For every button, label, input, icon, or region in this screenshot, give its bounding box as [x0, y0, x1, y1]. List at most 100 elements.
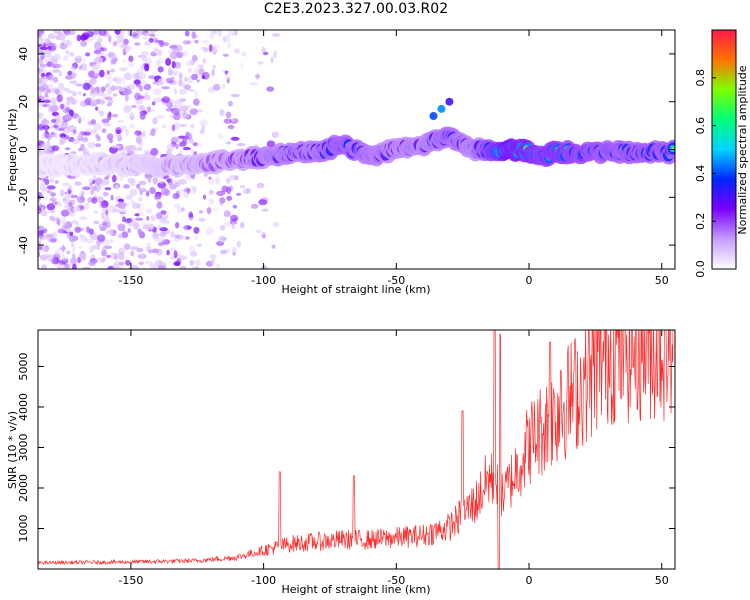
heatmap-noise-blob [115, 78, 122, 85]
heatmap-noise-blob [266, 86, 275, 92]
heatmap-noise-blob [93, 122, 102, 131]
heatmap-noise-blob [271, 244, 276, 249]
colorbar: 0.0 0.2 0.4 0.6 0.8 Normalized spectral ampl… [694, 29, 749, 278]
heatmap-noise-blob [122, 48, 130, 53]
heatmap-noise-blob [64, 263, 71, 269]
colorbar-ticks: 0.0 0.2 0.4 0.6 0.8 [694, 69, 716, 278]
heatmap-noise-blob [53, 30, 62, 35]
heatmap-noise-blob [73, 129, 77, 134]
heatmap-noise-blob [43, 125, 49, 132]
x-tick-label: 0 [526, 274, 533, 287]
heatmap-noise-blob [190, 123, 195, 129]
heatmap-noise-blob [148, 30, 158, 33]
x-tick-label: -100 [251, 574, 276, 587]
snr-axes: -150 -100 -50 0 50 1000 2000 3000 4000 5000 [17, 330, 675, 587]
heatmap-noise-blob [38, 52, 43, 61]
heatmap-noise-blob [95, 133, 99, 139]
heatmap-noise-blob [90, 86, 96, 94]
heatmap-noise-blob [136, 183, 141, 189]
heatmap-noise-blob [129, 112, 135, 120]
heatmap-noise-blob [40, 66, 44, 72]
heatmap-noise-blob [173, 203, 180, 208]
heatmap-noise-blob [54, 249, 61, 257]
heatmap-noise-blob [199, 210, 203, 214]
heatmap-noise-blob [209, 254, 217, 258]
heatmap-noise-blob [38, 201, 43, 209]
heatmap-noise-blob [51, 87, 60, 94]
heatmap-noise-blob [103, 191, 109, 197]
heatmap-noise-blob [127, 228, 131, 233]
heatmap-noise-blob [38, 241, 42, 247]
heatmap-noise-blob [225, 111, 232, 119]
heatmap-noise-blob [65, 229, 75, 233]
heatmap-noise-blob [47, 45, 52, 51]
heatmap-noise-blob [226, 33, 231, 39]
heatmap-noise-blob [53, 53, 61, 61]
heatmap-noise-blob [161, 86, 170, 90]
heatmap-noise-blob [103, 178, 110, 186]
heatmap-noise-blob [137, 104, 145, 112]
heatmap-branch-cell [445, 97, 454, 106]
heatmap-noise-blob [216, 190, 226, 197]
heatmap-branch-cell [429, 112, 438, 120]
heatmap-noise-blob [183, 84, 191, 90]
heatmap-noise-blob [50, 131, 55, 135]
heatmap-noise-blob [179, 123, 187, 127]
heatmap-noise-blob [271, 131, 279, 138]
x-tick-label: -100 [251, 274, 276, 287]
heatmap-noise-blob [101, 128, 107, 134]
heatmap-noise-blob [82, 93, 86, 97]
heatmap-noise-blob [58, 82, 65, 90]
heatmap-noise-blob [107, 99, 114, 105]
heatmap-noise-blob [123, 149, 128, 154]
heatmap-noise-blob [106, 254, 112, 259]
heatmap-noise-blob [41, 119, 49, 126]
heatmap-noise-blob [117, 201, 126, 209]
heatmap-noise-blob [94, 73, 100, 77]
heatmap-branch-cell [437, 104, 446, 113]
heatmap-noise-blob [157, 181, 167, 189]
heatmap-noise-blob [256, 182, 265, 189]
heatmap-noise-blob [49, 97, 57, 104]
heatmap-noise-blob [229, 185, 234, 192]
heatmap-noise-blob [261, 46, 266, 53]
heatmap-noise-blob [40, 145, 50, 149]
heatmap-noise-blob [69, 80, 78, 85]
heatmap-noise-blob [72, 206, 81, 212]
heatmap-noise-blob [231, 221, 235, 230]
heatmap-noise-blob [58, 103, 67, 112]
heatmap-noise-blob [122, 38, 129, 46]
heatmap-noise-blob [137, 71, 146, 80]
heatmap-noise-blob [92, 175, 97, 180]
heatmap-noise-blob [42, 117, 48, 125]
heatmap-noise-blob [51, 231, 58, 240]
heatmap-noise-blob [96, 240, 102, 246]
heatmap-noise-blob [183, 191, 190, 198]
heatmap-noise-blob [104, 96, 113, 101]
heatmap-noise-blob [144, 30, 148, 33]
heatmap-noise-blob [103, 205, 107, 211]
heatmap-noise-blob [187, 104, 192, 109]
heatmap-noise-blob [38, 112, 44, 116]
heatmap-noise-blob [128, 62, 134, 68]
heatmap-noise-blob [62, 55, 69, 62]
heatmap-noise-blob [94, 177, 103, 185]
heatmap-noise-blob [137, 30, 146, 36]
heatmap-noise-blob [62, 30, 70, 34]
heatmap-noise-blob [141, 226, 147, 230]
heatmap-noise-blob [132, 31, 137, 38]
heatmap-noise-blob [208, 44, 213, 53]
heatmap-noise-blob [187, 68, 193, 73]
heatmap-noise-blob [114, 184, 120, 190]
heatmap-noise-blob [78, 147, 82, 152]
heatmap-noise-blob [70, 258, 77, 266]
heatmap-noise-blob [83, 136, 89, 141]
heatmap-noise-blob [157, 237, 166, 243]
heatmap-noise-blob [135, 217, 144, 221]
heatmap-noise-blob [38, 44, 43, 48]
heatmap-noise-blob [144, 41, 151, 46]
heatmap-noise-blob [157, 242, 165, 247]
x-tick-label: -150 [118, 574, 143, 587]
heatmap-noise-blob [157, 52, 162, 57]
snr-xlabel: Height of straight line (km) [281, 583, 430, 596]
